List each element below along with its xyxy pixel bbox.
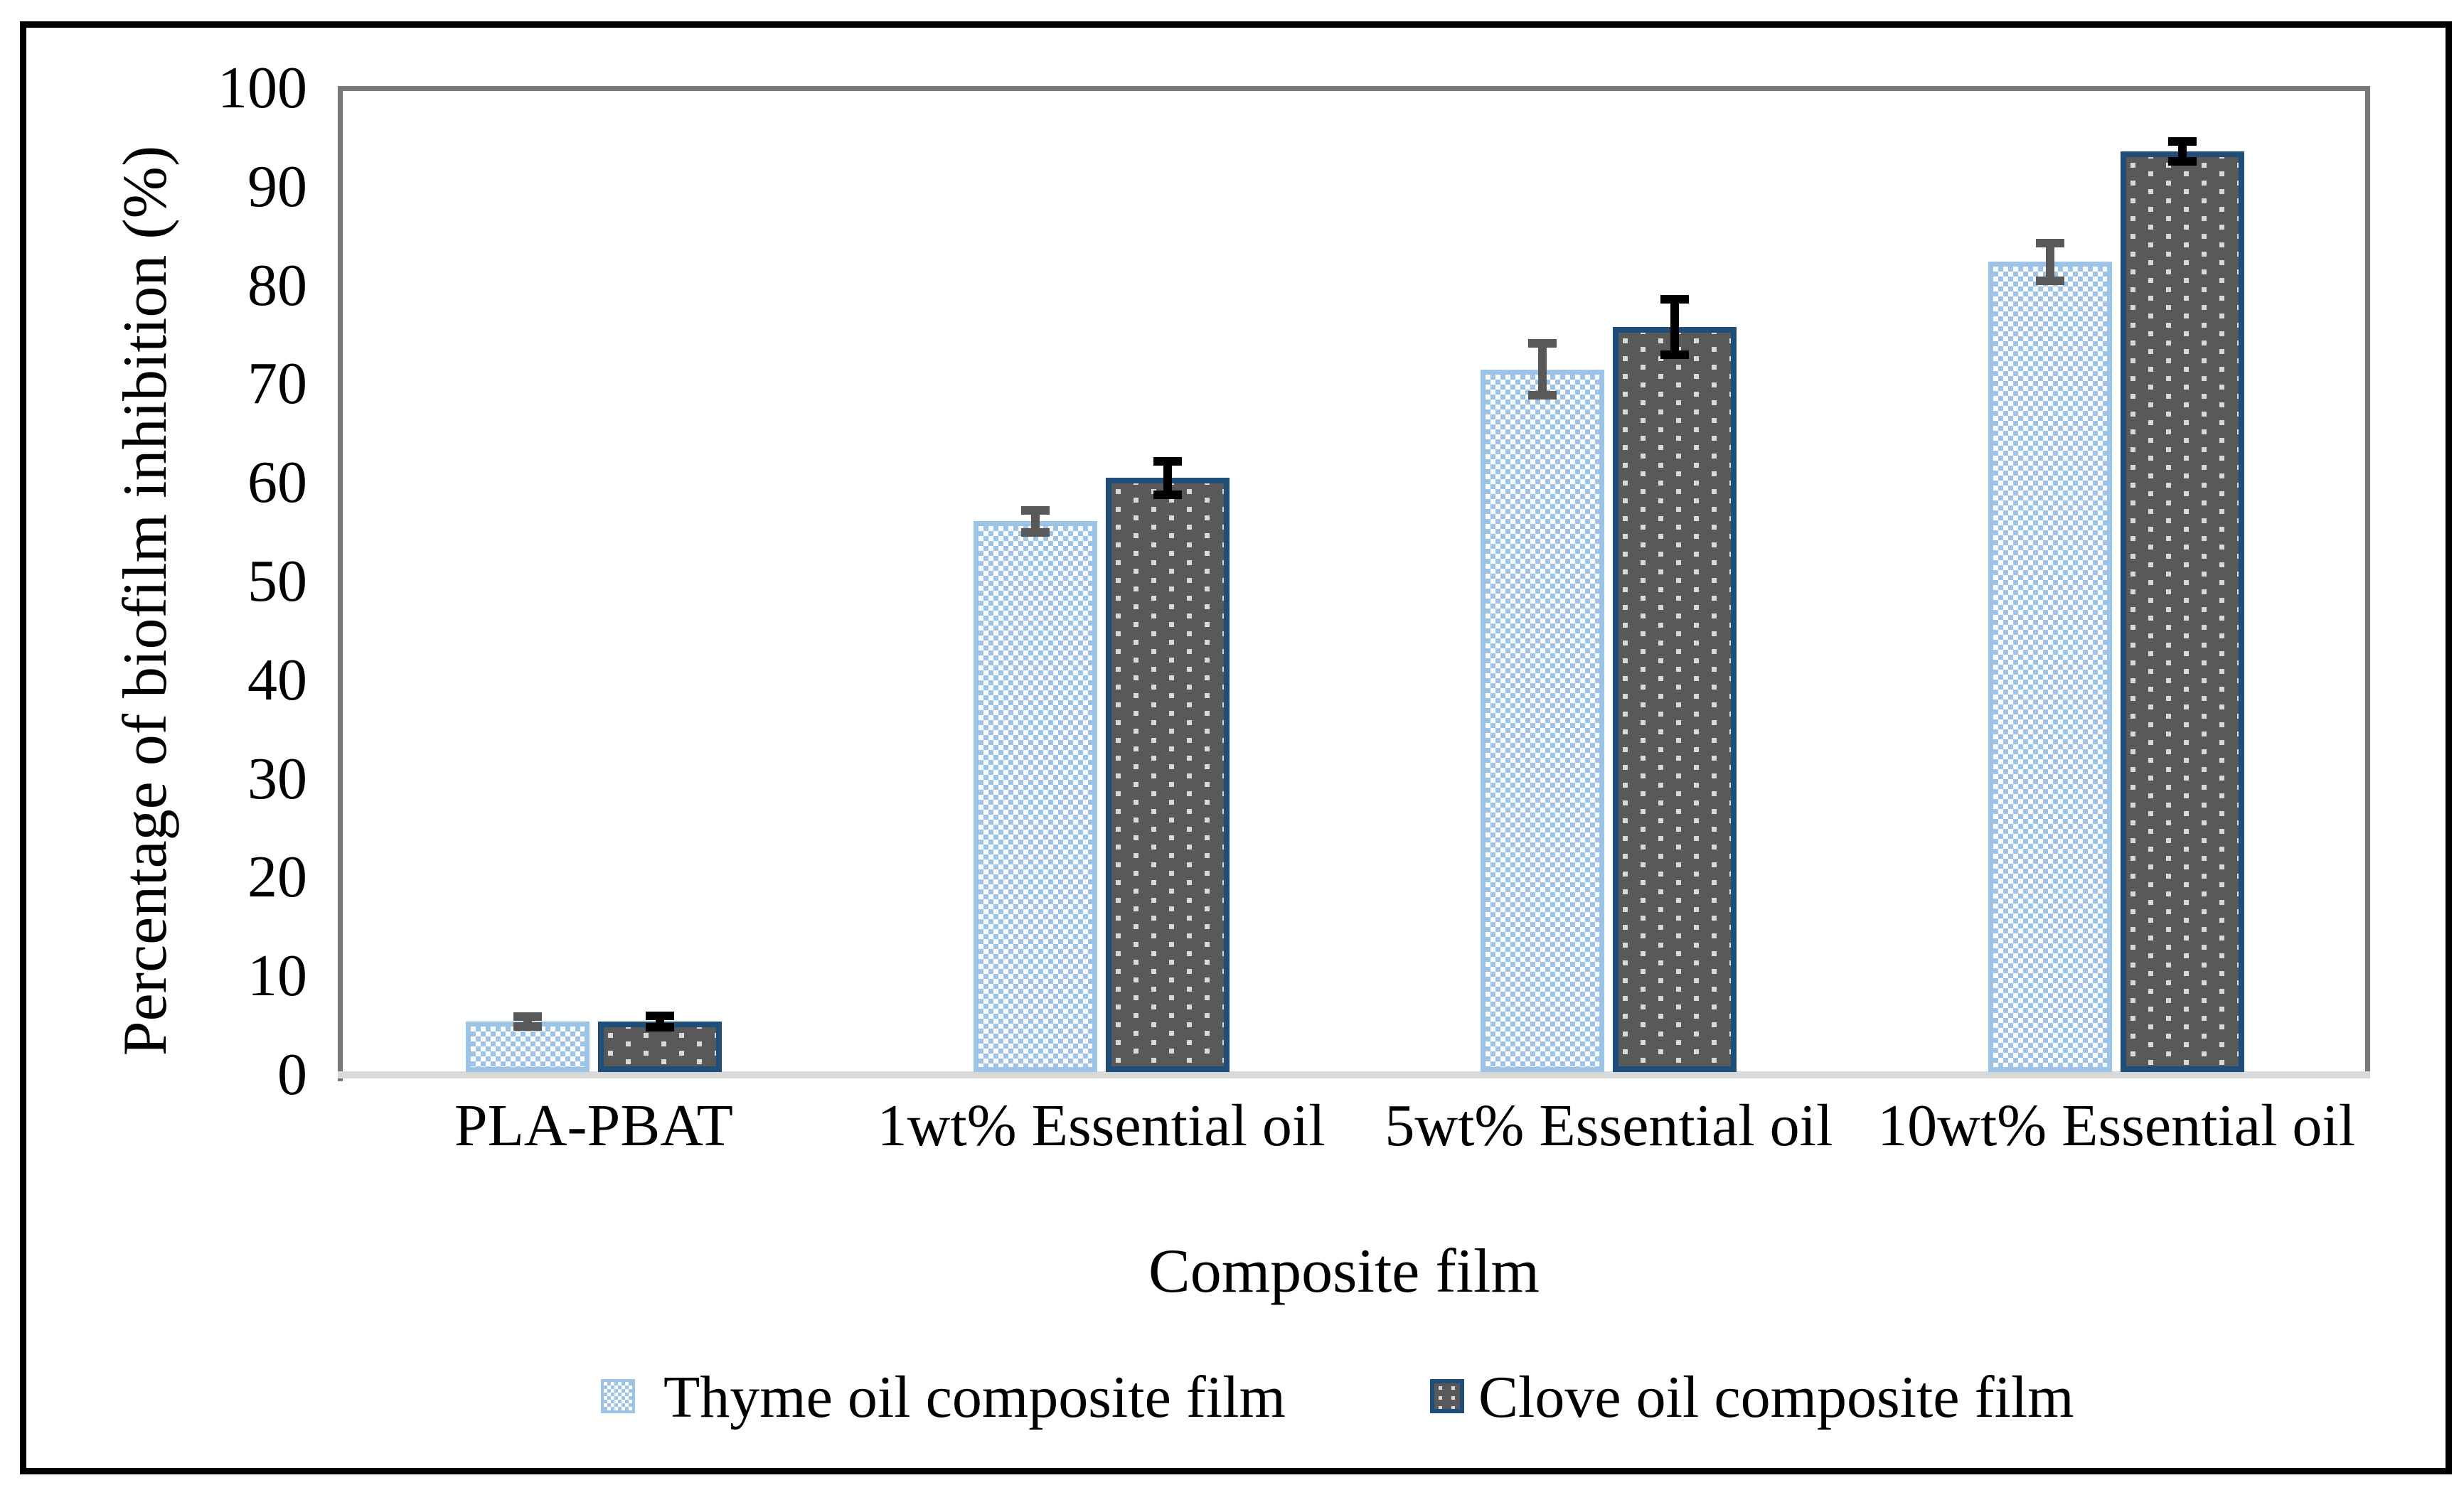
- error-bar-clove-3: [2168, 136, 2197, 166]
- error-bar-cap-top: [1153, 456, 1182, 466]
- error-bar-line: [1030, 510, 1040, 532]
- bar-thyme-3: [1988, 262, 2113, 1072]
- legend-swatch-clove: [1430, 1379, 1464, 1413]
- bar-clove-1: [1105, 478, 1230, 1072]
- error-bar-clove-1: [1153, 456, 1182, 499]
- error-bar-cap-top: [1528, 339, 1557, 348]
- y-axis-line: [338, 86, 343, 1081]
- error-bar-thyme-1: [1020, 506, 1050, 537]
- error-bar-cap-bottom: [1660, 350, 1690, 359]
- error-bar-cap-top: [645, 1011, 674, 1020]
- y-tick-label-90: 90: [247, 153, 307, 220]
- error-bar-line: [2046, 242, 2055, 281]
- error-bar-cap-top: [1020, 506, 1050, 515]
- y-tick-label-60: 60: [247, 449, 307, 516]
- y-tick-label-40: 40: [247, 646, 307, 713]
- y-tick-label-80: 80: [247, 252, 307, 318]
- error-bar-cap-bottom: [645, 1023, 674, 1032]
- error-bar-thyme-0: [513, 1012, 542, 1031]
- x-axis-baseline: [338, 1071, 2370, 1078]
- error-bar-cap-top: [2036, 238, 2065, 247]
- y-tick-label-0: 0: [277, 1041, 307, 1108]
- bar-thyme-2: [1481, 369, 1605, 1072]
- error-bar-cap-top: [513, 1012, 542, 1022]
- chart-legend: Thyme oil composite film Clove oil compo…: [0, 1368, 2464, 1427]
- error-bar-line: [1163, 461, 1172, 495]
- error-bar-line: [1670, 299, 1680, 355]
- error-bar-thyme-3: [2036, 238, 2065, 285]
- legend-label-clove: Clove oil composite film: [1478, 1364, 2074, 1430]
- y-tick-label-100: 100: [218, 55, 307, 121]
- y-tick-label-70: 70: [247, 350, 307, 417]
- y-axis-title: Percentage of biofilm inhibition (%): [111, 145, 180, 1056]
- legend-swatch-thyme: [601, 1379, 635, 1413]
- bar-clove-2: [1613, 326, 1737, 1072]
- error-bar-cap-top: [1660, 295, 1690, 304]
- y-tick-label-30: 30: [247, 745, 307, 812]
- x-axis-title: Composite film: [1148, 1237, 1540, 1306]
- x-category-label-0: PLA-PBAT: [454, 1093, 733, 1159]
- x-category-label-3: 10wt% Essential oil: [1877, 1093, 2356, 1159]
- x-category-label-1: 1wt% Essential oil: [877, 1093, 1326, 1159]
- legend-label-thyme: Thyme oil composite film: [663, 1364, 1286, 1430]
- x-category-label-2: 5wt% Essential oil: [1385, 1093, 1833, 1159]
- y-tick-label-10: 10: [247, 943, 307, 1009]
- error-bar-cap-bottom: [2168, 156, 2197, 166]
- error-bar-cap-bottom: [1528, 390, 1557, 400]
- error-bar-line: [1538, 343, 1547, 395]
- error-bar-cap-bottom: [1020, 527, 1050, 537]
- bar-thyme-1: [973, 521, 1097, 1072]
- error-bar-thyme-2: [1528, 339, 1557, 400]
- error-bar-clove-2: [1660, 295, 1690, 359]
- error-bar-clove-0: [645, 1011, 674, 1032]
- plot-area-border: [338, 86, 2370, 1078]
- error-bar-cap-bottom: [1153, 490, 1182, 499]
- figure-border-frame: [20, 21, 2452, 1474]
- error-bar-cap-bottom: [513, 1022, 542, 1031]
- y-tick-label-50: 50: [247, 548, 307, 614]
- error-bar-line: [2178, 141, 2187, 161]
- bar-clove-3: [2121, 151, 2245, 1072]
- error-bar-cap-top: [2168, 136, 2197, 146]
- y-tick-label-20: 20: [247, 844, 307, 911]
- error-bar-cap-bottom: [2036, 276, 2065, 285]
